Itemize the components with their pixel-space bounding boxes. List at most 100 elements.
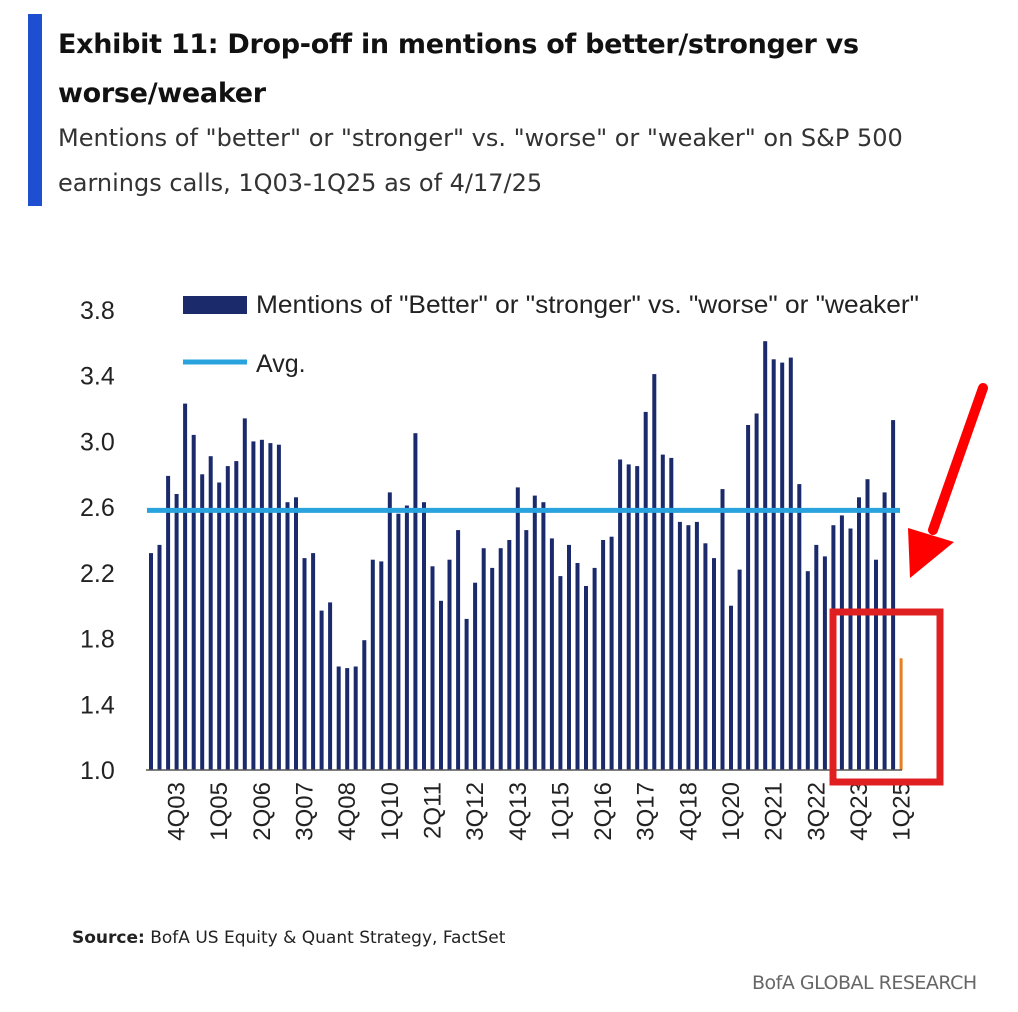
bar [720, 489, 725, 770]
y-tick-label: 3.0 [80, 428, 115, 456]
x-tick-label: 3Q12 [462, 782, 489, 841]
bar [643, 411, 648, 770]
x-tick-label: 2Q11 [420, 782, 447, 839]
bar [259, 439, 264, 770]
x-tick-label: 4Q23 [846, 782, 873, 841]
bar [498, 548, 503, 770]
bar [763, 341, 768, 770]
legend-avg-label: Avg. [256, 350, 306, 378]
bar [464, 618, 469, 770]
bar [848, 528, 853, 770]
bar [234, 461, 239, 770]
x-tick-label: 1Q10 [377, 782, 404, 841]
bar [746, 425, 751, 770]
bar [183, 403, 188, 770]
bar [515, 487, 520, 770]
bar [311, 553, 316, 770]
bar [805, 571, 810, 770]
accent-bar [28, 14, 42, 206]
bar [635, 466, 640, 770]
bar [797, 484, 802, 770]
bar [149, 553, 153, 770]
arrow-shaft [928, 383, 988, 535]
bar [771, 359, 776, 770]
x-tick-label: 2Q06 [249, 782, 276, 841]
bar [609, 536, 614, 770]
bar [362, 640, 367, 770]
source-note: Source: BofA US Equity & Quant Strategy,… [72, 928, 505, 948]
x-tick-label: 4Q13 [505, 782, 532, 841]
bar [370, 559, 375, 770]
bar [353, 666, 358, 770]
bar [814, 544, 819, 770]
bar [882, 492, 887, 770]
bar [345, 668, 350, 770]
bar [541, 502, 546, 770]
y-tick-label: 1.0 [80, 757, 115, 785]
bar [430, 566, 435, 770]
bar [174, 494, 179, 770]
y-tick-label: 1.8 [80, 626, 115, 654]
bar [507, 540, 512, 770]
bar [285, 502, 290, 770]
y-tick-label: 3.4 [80, 363, 115, 391]
y-tick-label: 3.8 [80, 297, 115, 325]
bar [660, 454, 665, 770]
bar [268, 443, 273, 770]
x-tick-label: 4Q08 [334, 782, 361, 841]
x-tick-label: 3Q17 [633, 782, 660, 841]
legend-bar-swatch [183, 296, 247, 314]
bar [694, 521, 699, 770]
bar [200, 474, 205, 770]
bar [302, 558, 307, 770]
x-tick-label: 1Q25 [889, 782, 916, 841]
bar [677, 521, 682, 770]
bar [217, 482, 222, 770]
bar [490, 567, 495, 770]
bar [592, 567, 597, 770]
bar [387, 492, 392, 770]
bar [865, 479, 870, 770]
page-title: Exhibit 11: Drop-off in mentions of bett… [58, 29, 859, 109]
bar [294, 497, 298, 770]
bar [626, 464, 631, 770]
page-subtitle: Mentions of "better" or "stronger" vs. "… [58, 124, 903, 197]
bar [276, 444, 281, 770]
bar [891, 420, 896, 770]
bar [404, 505, 409, 770]
bar [191, 434, 196, 770]
bar [208, 456, 213, 770]
bar [336, 666, 341, 770]
bar [549, 538, 554, 770]
x-tick-label: 3Q07 [292, 782, 319, 841]
legend-bar-label: Mentions of "Better" or "stronger" vs. "… [256, 291, 919, 319]
bar [413, 433, 418, 770]
x-tick-label: 3Q22 [803, 782, 830, 841]
bar [319, 610, 324, 770]
bar [899, 658, 903, 770]
arrow-head [908, 528, 954, 578]
bar [242, 418, 247, 770]
bar [737, 569, 742, 770]
x-tick-label: 4Q18 [675, 782, 702, 841]
x-tick-label: 1Q05 [206, 782, 233, 841]
bar [567, 544, 571, 770]
bar [788, 357, 793, 770]
bar [686, 525, 691, 770]
bar [669, 457, 674, 770]
bar [584, 586, 588, 770]
y-tick-label: 1.4 [80, 691, 115, 719]
x-tick-label: 1Q15 [547, 782, 574, 841]
bar [447, 559, 452, 770]
bar [251, 441, 256, 770]
bar [822, 556, 827, 770]
bar [524, 530, 529, 770]
bar [422, 502, 426, 770]
bar [558, 576, 563, 770]
bar [473, 582, 478, 770]
x-tick-label: 1Q20 [718, 782, 745, 841]
x-tick-label: 4Q03 [164, 782, 191, 841]
bar [703, 543, 708, 770]
x-tick-label: 2Q16 [590, 782, 617, 841]
